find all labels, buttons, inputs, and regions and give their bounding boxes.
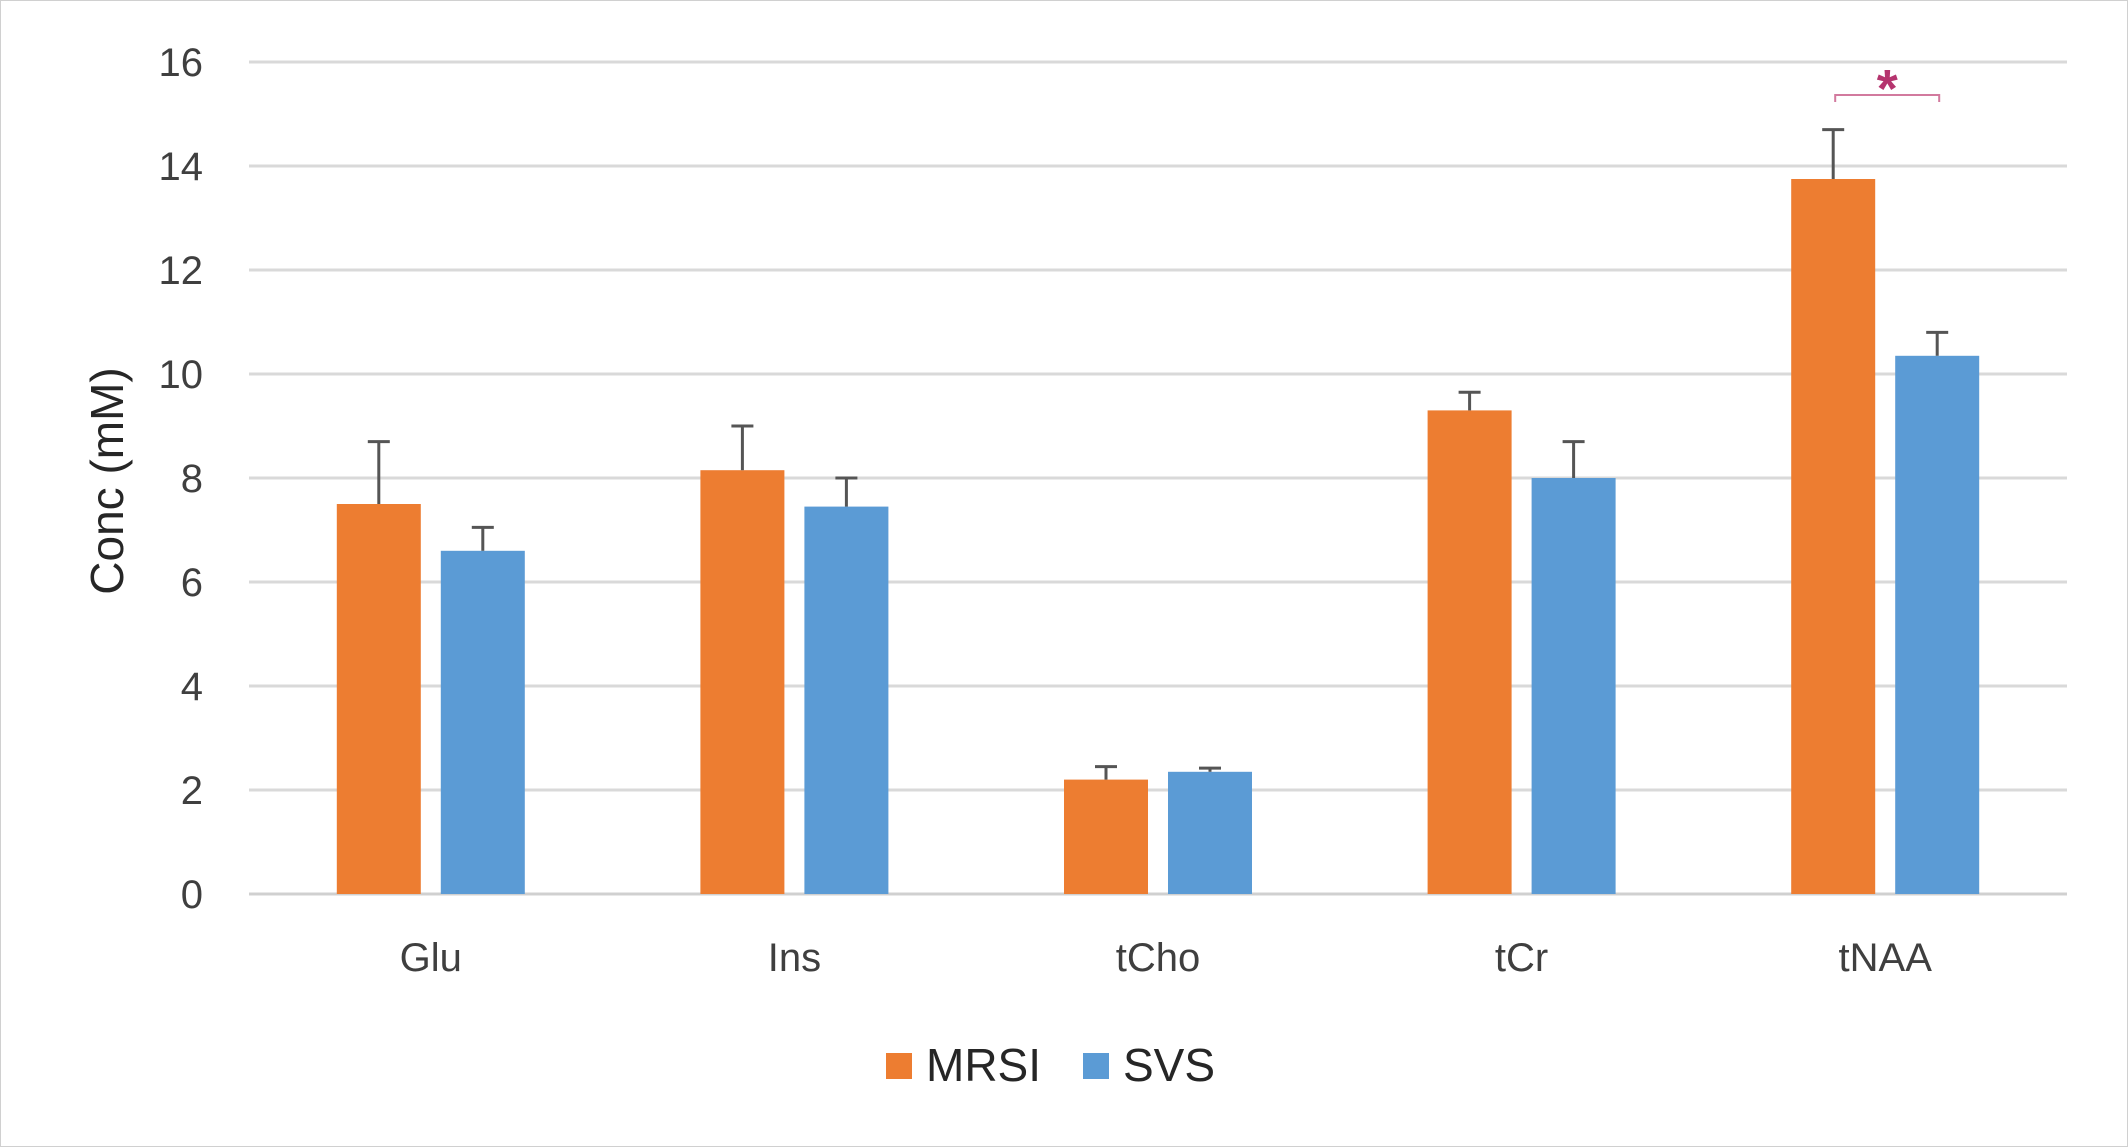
- y-tick-label: 4: [181, 665, 203, 709]
- bar-svs-ins: [804, 506, 889, 894]
- bars: [336, 179, 1980, 894]
- y-tick-label: 16: [159, 41, 204, 85]
- annotations: *: [1834, 59, 1941, 119]
- x-category-label: tNAA: [1839, 936, 1933, 980]
- legend-item-mrsi: MRSI: [886, 1039, 1041, 1091]
- significance-bracket: [1834, 94, 1941, 102]
- legend-swatch: [886, 1053, 912, 1079]
- y-tick-label: 0: [181, 873, 203, 917]
- legend: MRSI SVS: [886, 1039, 1215, 1091]
- bar-mrsi-tcho: [1064, 779, 1148, 894]
- x-category-label: tCr: [1495, 936, 1548, 980]
- y-axis-ticks: 0 2 4 6 8 10 12 14 16: [159, 41, 204, 917]
- legend-label: MRSI: [926, 1039, 1041, 1091]
- bar-mrsi-glu: [336, 504, 421, 894]
- significance-star: *: [1877, 59, 1898, 119]
- gridlines: [249, 60, 2067, 896]
- x-category-label: Ins: [768, 936, 821, 980]
- error-bars: [367, 128, 1949, 780]
- legend-item-svs: SVS: [1083, 1039, 1215, 1091]
- bar-mrsi-tcr: [1427, 410, 1512, 894]
- legend-swatch: [1083, 1053, 1109, 1079]
- bar-svs-tcr: [1531, 478, 1616, 894]
- y-tick-label: 8: [181, 457, 203, 501]
- x-axis-categories: Glu Ins tCho tCr tNAA: [400, 936, 1933, 980]
- y-axis-label: Conc (mM): [81, 367, 133, 594]
- y-tick-label: 12: [159, 249, 204, 293]
- bar-svs-tnaa: [1895, 355, 1980, 894]
- x-category-label: Glu: [400, 936, 462, 980]
- bar-svs-tcho: [1168, 771, 1252, 894]
- y-tick-label: 14: [159, 145, 204, 189]
- y-tick-label: 6: [181, 561, 203, 605]
- y-tick-label: 2: [181, 769, 203, 813]
- legend-label: SVS: [1123, 1039, 1215, 1091]
- bar-mrsi-ins: [700, 470, 785, 894]
- y-tick-label: 10: [159, 353, 204, 397]
- bar-mrsi-tnaa: [1791, 179, 1876, 894]
- x-category-label: tCho: [1116, 936, 1201, 980]
- bar-svs-glu: [440, 550, 525, 894]
